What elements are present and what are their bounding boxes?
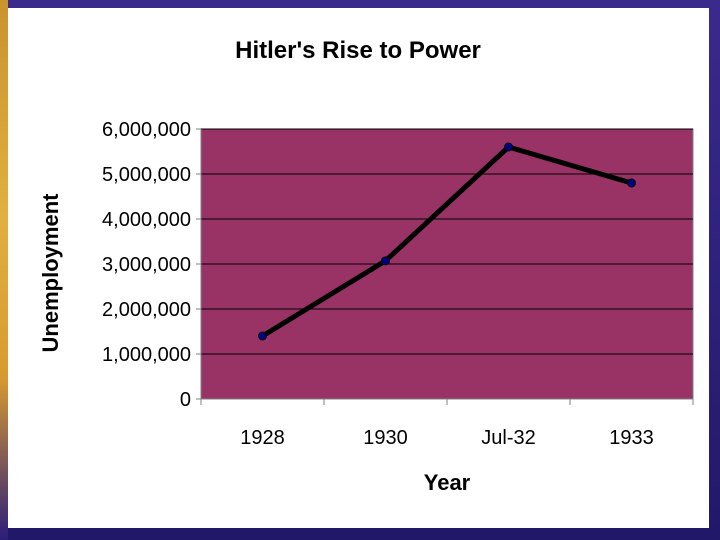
y-tick-label: 5,000,000 xyxy=(102,164,191,186)
x-tick-label: 1928 xyxy=(240,427,285,449)
data-point xyxy=(381,256,390,266)
x-tick-label: 1933 xyxy=(609,427,654,449)
data-point xyxy=(627,178,636,188)
x-axis-label: Year xyxy=(424,470,471,495)
y-tick-label: 4,000,000 xyxy=(102,209,191,231)
y-axis-label: Unemployment xyxy=(38,193,63,353)
y-tick-label: 2,000,000 xyxy=(102,299,191,321)
data-point xyxy=(504,142,513,152)
slide: Hitler's Rise to Power 0 1,000,000 2,000,0… xyxy=(8,8,709,528)
series-line xyxy=(260,144,634,339)
y-tick-label: 0 xyxy=(180,389,191,411)
x-tick-label: 1930 xyxy=(363,427,408,449)
x-tick-label: Jul-32 xyxy=(481,427,535,449)
plot-area: 0 1,000,000 2,000,000 3,000,000 4,000,000 5,0… xyxy=(102,119,694,449)
line-chart: Hitler's Rise to Power 0 1,000,000 2,000,0… xyxy=(38,37,694,495)
data-point xyxy=(258,331,267,341)
y-tick-label: 1,000,000 xyxy=(102,344,191,366)
y-tick-label: 6,000,000 xyxy=(102,119,191,141)
decorative-strip xyxy=(0,0,8,540)
chart-title: Hitler's Rise to Power xyxy=(235,37,481,64)
y-tick-label: 3,000,000 xyxy=(102,254,191,276)
